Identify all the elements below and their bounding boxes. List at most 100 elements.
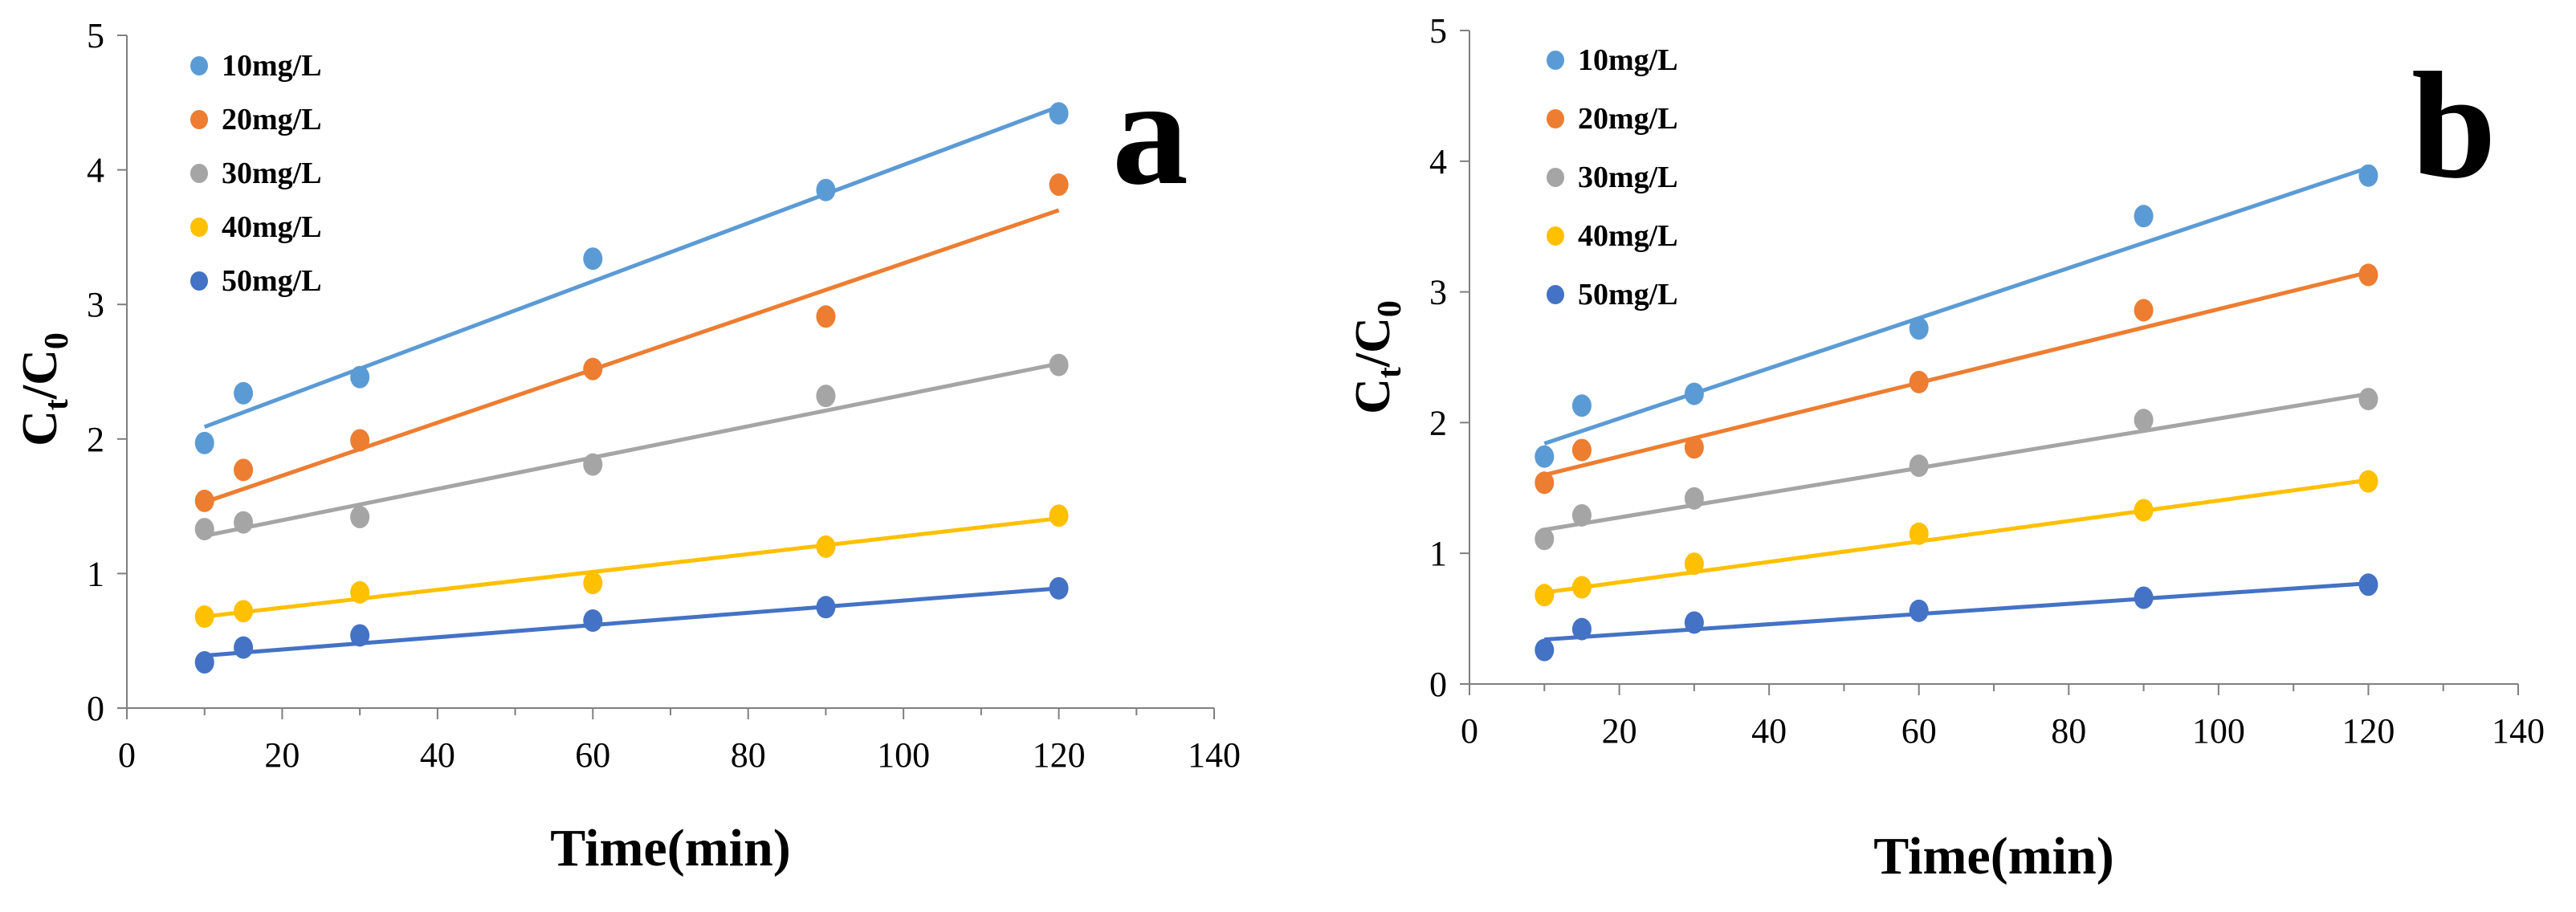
x-tick-label: 60 (1901, 711, 1937, 751)
legend-marker (1547, 51, 1564, 70)
y-axis-title-sub: 0 (1372, 300, 1408, 317)
data-point-20mg/L (2358, 263, 2378, 287)
data-point-40mg/L (1535, 584, 1555, 607)
x-tick-label: 40 (420, 735, 455, 775)
fit-line-40mg/L (204, 516, 1059, 619)
data-point-20mg/L (1684, 436, 1704, 459)
fit-line-20mg/L (1543, 270, 2370, 477)
data-point-40mg/L (1049, 504, 1069, 527)
chart-panel-a: 0 20 40 60 80 100 120 140012345Time(min)Ct/C010… (13, 16, 1241, 877)
fit-line-30mg/L (1543, 392, 2369, 532)
data-point-30mg/L (1684, 487, 1704, 510)
legend-marker (190, 164, 208, 183)
data-point-10mg/L (583, 247, 603, 271)
x-tick-label: 120 (2342, 711, 2395, 751)
data-point-10mg/L (2358, 164, 2378, 187)
y-axis-title: Ct/C0 (13, 332, 75, 446)
legend-label: 10mg/L (1578, 43, 1678, 77)
y-tick-label: 3 (1429, 273, 1447, 312)
x-tick-label: 20 (1602, 711, 1637, 751)
data-point-30mg/L (1049, 353, 1069, 377)
data-point-50mg/L (234, 636, 254, 659)
data-point-40mg/L (816, 535, 836, 558)
data-point-30mg/L (2134, 409, 2154, 432)
data-point-10mg/L (1909, 317, 1929, 340)
legend-marker (1547, 168, 1564, 187)
legend-marker (190, 56, 208, 75)
data-point-40mg/L (2358, 470, 2378, 493)
data-point-30mg/L (1909, 454, 1929, 478)
data-point-40mg/L (234, 600, 254, 623)
x-axis-title: Time(min) (1873, 827, 2113, 886)
x-tick-label: 80 (2051, 711, 2086, 751)
data-point-30mg/L (350, 506, 370, 529)
data-point-40mg/L (1571, 576, 1592, 599)
data-point-10mg/L (1684, 382, 1704, 405)
fit-line-10mg/L (203, 104, 1060, 430)
data-point-50mg/L (2358, 573, 2378, 596)
y-tick-label: 0 (1429, 665, 1447, 704)
data-point-20mg/L (234, 458, 254, 482)
fit-line-30mg/L (204, 361, 1060, 538)
data-point-20mg/L (1909, 370, 1929, 393)
data-point-50mg/L (2134, 586, 2154, 609)
panel-label: a (1112, 48, 1188, 217)
data-point-10mg/L (350, 365, 370, 389)
y-axis-title: Ct/C0 (1346, 300, 1408, 414)
data-point-10mg/L (1571, 394, 1592, 417)
legend-marker (1547, 285, 1564, 304)
data-point-30mg/L (1571, 503, 1592, 527)
legend-marker (1547, 226, 1564, 246)
y-axis-title-main: C (1346, 378, 1400, 414)
panel-label: b (2411, 42, 2497, 210)
data-point-30mg/L (583, 453, 603, 476)
y-axis-title-sub: t (39, 399, 75, 410)
fit-line-20mg/L (203, 208, 1060, 504)
data-point-20mg/L (1535, 471, 1555, 495)
y-tick-label: 5 (1429, 11, 1447, 51)
data-point-40mg/L (2134, 499, 2154, 522)
legend-label: 20mg/L (222, 103, 322, 136)
x-tick-label: 0 (1461, 711, 1478, 751)
y-axis-title-sub: 0 (39, 332, 75, 349)
data-point-40mg/L (350, 580, 370, 604)
data-point-20mg/L (1049, 173, 1069, 197)
data-point-30mg/L (816, 385, 836, 408)
data-point-10mg/L (194, 431, 214, 454)
legend-label: 40mg/L (1578, 219, 1678, 253)
legend-marker (190, 271, 208, 291)
legend-label: 30mg/L (1578, 161, 1678, 194)
y-axis-title-main: C (13, 410, 67, 446)
data-point-40mg/L (194, 605, 214, 629)
legend-label: 50mg/L (1578, 278, 1678, 311)
y-axis-title-slash: /C (1346, 317, 1400, 368)
y-tick-label: 2 (1429, 403, 1447, 442)
data-point-20mg/L (2134, 299, 2154, 322)
data-point-10mg/L (816, 178, 836, 202)
data-point-50mg/L (194, 651, 214, 674)
data-point-40mg/L (583, 572, 603, 595)
data-point-40mg/L (1909, 522, 1929, 545)
fit-line-50mg/L (204, 586, 1059, 658)
x-tick-label: 0 (118, 735, 136, 775)
data-point-50mg/L (1684, 611, 1704, 634)
y-tick-label: 4 (87, 151, 104, 190)
y-tick-label: 3 (87, 285, 104, 324)
y-axis-title-sub: t (1372, 367, 1408, 378)
data-point-50mg/L (1049, 576, 1069, 600)
data-point-50mg/L (583, 609, 603, 633)
data-point-20mg/L (194, 489, 214, 512)
y-tick-label: 1 (1429, 534, 1447, 573)
x-tick-label: 120 (1033, 735, 1086, 775)
legend-marker (190, 218, 208, 237)
x-tick-label: 20 (264, 735, 300, 775)
x-tick-label: 100 (2192, 711, 2245, 751)
legend-label: 20mg/L (1578, 102, 1678, 136)
data-point-50mg/L (1535, 638, 1555, 662)
data-point-30mg/L (234, 511, 254, 534)
data-point-10mg/L (1535, 445, 1555, 468)
data-point-30mg/L (1535, 527, 1555, 551)
data-point-50mg/L (350, 624, 370, 647)
x-tick-label: 100 (877, 735, 930, 775)
